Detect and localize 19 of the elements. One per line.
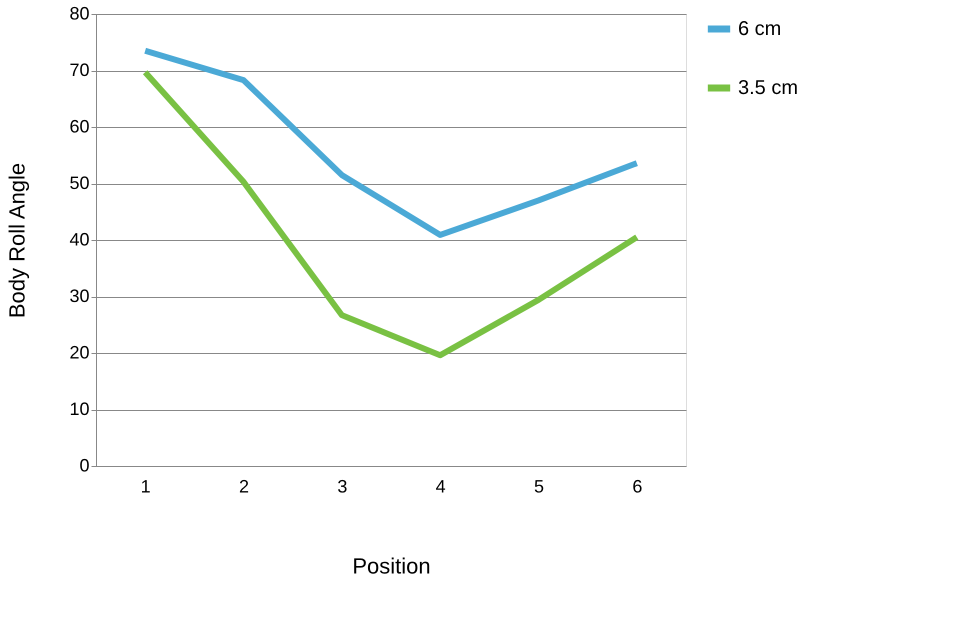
x-axis-title: Position [352, 554, 431, 578]
y-tick-label: 40 [69, 230, 90, 250]
x-tick-label: 4 [436, 476, 446, 496]
x-tick-label: 3 [337, 476, 348, 496]
y-tick-label: 80 [69, 4, 90, 24]
y-tick-label: 20 [69, 342, 90, 362]
legend-label: 6 cm [738, 18, 782, 40]
y-axis-title: Body Roll Angle [4, 162, 30, 318]
x-tick-label: 5 [534, 476, 544, 496]
legend-label: 3.5 cm [738, 77, 798, 99]
y-tick-label: 60 [69, 116, 90, 136]
x-tick-label: 1 [140, 476, 151, 496]
y-tick-label: 10 [69, 399, 90, 419]
x-tick-label: 6 [632, 476, 642, 496]
y-tick-label: 50 [69, 173, 90, 193]
y-tick-label: 30 [69, 286, 90, 306]
y-tick-label: 0 [79, 456, 90, 476]
x-tick-label: 2 [238, 476, 250, 496]
y-tick-label: 70 [69, 60, 90, 80]
